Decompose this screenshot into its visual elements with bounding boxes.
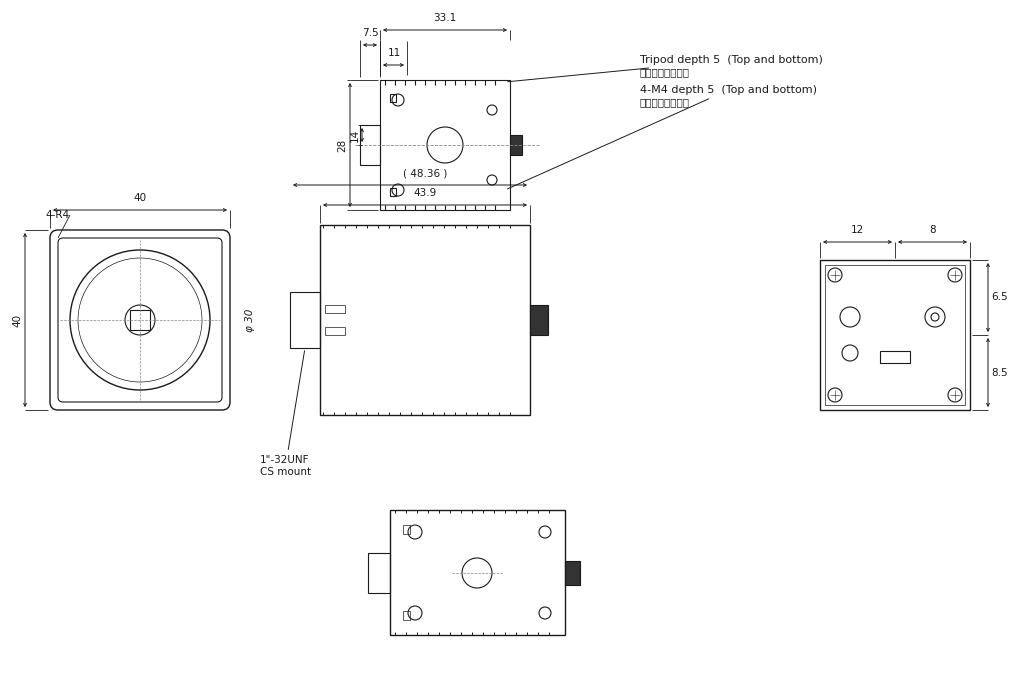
Bar [390, 188, 396, 196]
Bar [390, 510, 565, 635]
Bar [380, 80, 510, 210]
Text: Tripod depth 5  (Top and bottom): Tripod depth 5 (Top and bottom) [508, 55, 823, 82]
Bar [880, 351, 909, 363]
Bar [565, 561, 580, 585]
Text: 28: 28 [337, 139, 347, 152]
Text: 8.5: 8.5 [992, 368, 1008, 377]
Bar [325, 305, 345, 313]
Bar [403, 525, 410, 534]
Bar [368, 553, 390, 593]
Text: 8: 8 [929, 225, 936, 235]
Bar [403, 611, 410, 620]
Text: 14: 14 [350, 128, 360, 141]
Bar [390, 94, 396, 102]
Bar [510, 135, 522, 155]
Text: 4-R4: 4-R4 [45, 210, 69, 220]
Text: 6.5: 6.5 [992, 293, 1008, 302]
Bar [290, 292, 320, 348]
Text: 12: 12 [851, 225, 864, 235]
Text: 43.9: 43.9 [413, 188, 437, 198]
Bar [130, 310, 150, 330]
Text: 7.5: 7.5 [362, 28, 378, 38]
Bar [325, 327, 345, 335]
Bar [825, 265, 965, 405]
Bar [320, 225, 530, 415]
Bar [530, 305, 548, 335]
Text: （対面同一形状）: （対面同一形状） [640, 67, 690, 77]
Text: （対面同一形状）: （対面同一形状） [640, 97, 690, 107]
Text: φ 30: φ 30 [245, 308, 255, 332]
Text: ( 48.36 ): ( 48.36 ) [403, 168, 447, 178]
Text: 40: 40 [12, 314, 22, 327]
Text: 40: 40 [134, 193, 146, 203]
Text: 33.1: 33.1 [434, 13, 456, 23]
Bar [360, 125, 380, 165]
Bar [820, 260, 970, 410]
Text: 1"-32UNF
CS mount: 1"-32UNF CS mount [260, 351, 311, 477]
Text: 4-M4 depth 5  (Top and bottom): 4-M4 depth 5 (Top and bottom) [508, 85, 817, 189]
Text: 11: 11 [387, 48, 401, 58]
